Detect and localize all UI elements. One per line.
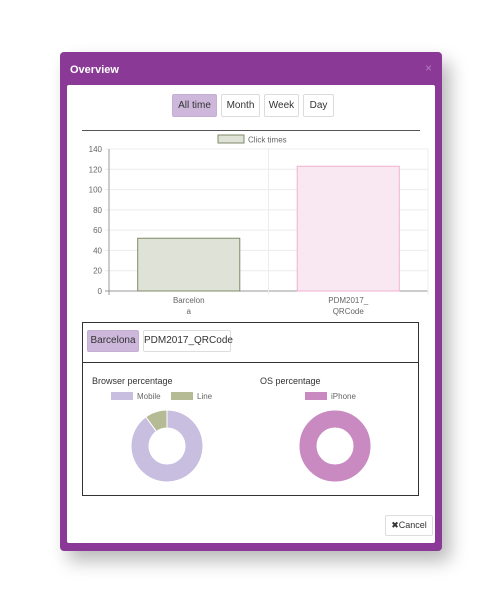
legend-swatch-iphone <box>305 392 327 400</box>
all-time-button[interactable]: All time <box>172 94 217 117</box>
y-tick-label: 140 <box>89 145 103 154</box>
browser-pie-title: Browser percentage <box>92 376 173 386</box>
legend-swatch-line <box>171 392 193 400</box>
y-tick-label: 80 <box>93 206 102 215</box>
legend-item-mobile: Mobile <box>111 392 161 401</box>
x-tick-label: QRCode <box>333 307 365 316</box>
legend-item-line: Line <box>171 392 212 401</box>
legend-item-iphone: iPhone <box>305 392 356 401</box>
bar <box>137 237 241 292</box>
bar <box>296 165 400 292</box>
y-tick-label: 40 <box>93 246 102 255</box>
legend-swatch-mobile <box>111 392 133 400</box>
divider <box>82 130 420 131</box>
legend-swatch-click-times <box>217 134 245 144</box>
overview-modal: Overview × All time Month Week Day Click… <box>60 52 442 551</box>
pie-slice-iphone <box>298 409 372 483</box>
legend-label-click-times: Click times <box>248 136 287 145</box>
modal-title: Overview <box>70 64 119 76</box>
legend-label-iphone: iPhone <box>331 392 356 401</box>
x-tick-label: PDM2017_ <box>328 296 369 305</box>
y-tick-label: 20 <box>93 267 102 276</box>
cancel-button[interactable]: ✖Cancel <box>385 515 433 536</box>
day-button[interactable]: Day <box>303 94 334 117</box>
pie-slice-line <box>145 409 168 433</box>
close-x-icon: ✖ <box>391 520 399 530</box>
y-tick-label: 0 <box>98 287 103 296</box>
y-tick-label: 120 <box>89 165 103 174</box>
close-icon[interactable]: × <box>424 61 432 75</box>
modal-body: All time Month Week Day Click times 0 20 40… <box>67 85 435 543</box>
pie-charts <box>130 409 372 483</box>
os-pie-title: OS percentage <box>260 376 321 386</box>
legend-label-mobile: Mobile <box>137 392 161 401</box>
x-tick-label: a <box>187 307 192 316</box>
tab-barcelona[interactable]: Barcelona <box>87 330 139 352</box>
week-button[interactable]: Week <box>264 94 299 117</box>
cancel-label: Cancel <box>398 520 427 530</box>
month-button[interactable]: Month <box>221 94 260 117</box>
detail-tabbar: Barcelona PDM2017_QRCode <box>83 323 418 363</box>
pie-slice-mobile <box>130 409 204 483</box>
bar-chart: Click times 0 20 40 60 80 100 120 140 Barcelon a PD… <box>89 134 429 316</box>
legend-label-line: Line <box>197 392 213 401</box>
x-tick-label: Barcelon <box>173 296 205 305</box>
detail-panel: Barcelona PDM2017_QRCode Browser percent… <box>82 322 419 496</box>
tab-pdm2017-qrcode[interactable]: PDM2017_QRCode <box>143 330 233 352</box>
y-tick-label: 100 <box>89 186 103 195</box>
y-tick-label: 60 <box>93 226 102 235</box>
